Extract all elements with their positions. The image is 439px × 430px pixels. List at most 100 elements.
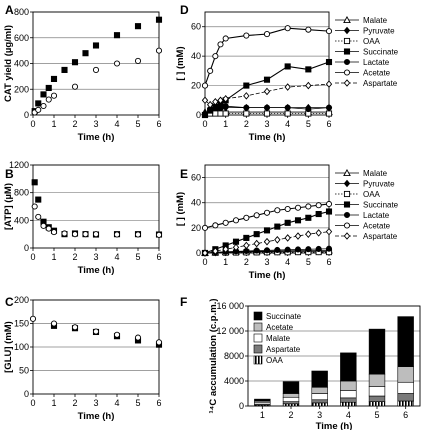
bar-segment-succinate — [282, 381, 300, 394]
x-tick-label: 2 — [288, 410, 293, 420]
x-tick-label: 5 — [306, 257, 311, 267]
data-point-acetate — [294, 204, 302, 211]
bar-segment-malate — [311, 393, 328, 401]
x-tick-label: 0 — [202, 257, 207, 267]
data-point-succinate — [232, 238, 240, 245]
data-point-succinate — [243, 234, 250, 241]
bar-segment-malate — [397, 381, 414, 394]
x-tick-label: 3 — [93, 119, 98, 129]
y-axis-title: CAT yield (µg/ml) — [3, 25, 14, 102]
y-tick-label: 20 — [191, 223, 201, 233]
x-tick-label: 1 — [51, 398, 56, 408]
data-point-lactate — [274, 246, 281, 254]
x-tick-label: 6 — [156, 252, 161, 262]
series-line-acetate — [204, 27, 330, 86]
y-tick-label: 0 — [24, 389, 29, 399]
data-point-series-2 — [45, 96, 52, 103]
y-tick-label: 100 — [14, 342, 29, 352]
panel-f-letter: F — [180, 295, 187, 309]
data-point-series-2 — [35, 213, 42, 220]
data-point-acetate — [232, 217, 240, 224]
y-tick-label: 40 — [191, 198, 201, 208]
legend-swatch — [253, 344, 263, 354]
data-point-series-1 — [155, 16, 163, 23]
bar-segment-oaa — [311, 402, 328, 407]
x-tick-label: 6 — [156, 119, 161, 129]
y-tick-label: 16 000 — [216, 301, 244, 311]
y-tick-label: 0 — [24, 243, 29, 253]
data-point-aspartate — [305, 81, 312, 90]
x-tick-label: 2 — [72, 252, 77, 262]
data-point-series-1 — [92, 42, 100, 49]
data-point-lactate — [325, 245, 333, 252]
bar-segment-aspartate — [311, 399, 328, 404]
data-point-lactate — [243, 104, 250, 111]
y-axis-title: [GLU] (mM) — [3, 321, 14, 373]
data-point-lactate — [253, 247, 260, 254]
x-tick-label: 0 — [202, 119, 207, 129]
data-point-series-2 — [61, 230, 68, 237]
data-point-acetate — [212, 222, 219, 229]
legend-label: Succinate — [266, 312, 302, 321]
data-point-series-2 — [45, 225, 52, 232]
legend-label: Aspartate — [266, 345, 301, 354]
data-point-lactate — [305, 246, 312, 253]
x-tick-label: 2 — [72, 119, 77, 129]
data-point-series-2 — [113, 231, 121, 238]
legend-label: Pyruvate — [363, 27, 395, 36]
data-point-acetate — [305, 26, 312, 33]
x-tick-label: 1 — [51, 252, 56, 262]
y-tick-label: 600 — [14, 33, 29, 43]
x-axis-title: Time (h) — [78, 132, 115, 143]
data-point-aspartate — [315, 229, 322, 237]
data-point-series-2 — [113, 60, 121, 67]
data-point-series-1 — [40, 91, 47, 98]
data-point-aspartate — [253, 239, 260, 248]
x-tick-label: 0 — [30, 398, 35, 408]
x-tick-label: 6 — [326, 257, 331, 267]
legend-label: Malate — [363, 16, 388, 25]
data-point-series-1 — [35, 100, 42, 107]
legend-marker — [343, 232, 351, 240]
y-tick-label: 40 — [191, 51, 201, 61]
data-point-lactate — [284, 104, 291, 111]
x-tick-label: 2 — [244, 257, 249, 267]
legend-marker — [343, 190, 351, 198]
data-point-lactate — [201, 111, 209, 119]
legend-swatch — [253, 311, 263, 321]
data-point-series-1 — [71, 59, 79, 66]
data-point-series-2 — [155, 231, 163, 238]
y-axis-title: [ ] (mM) — [175, 46, 186, 80]
panel-c-letter: C — [5, 295, 14, 309]
data-point-acetate — [207, 67, 214, 74]
bar-segment-acetate — [397, 366, 414, 383]
data-point-lactate — [325, 104, 333, 111]
data-point-aspartate — [294, 232, 302, 240]
data-point-aspartate — [212, 247, 219, 255]
y-tick-label: 0 — [239, 401, 244, 411]
x-tick-label: 4 — [114, 398, 119, 408]
data-point-series-2 — [155, 339, 163, 346]
data-point-series-2 — [71, 231, 79, 238]
data-point-succinate — [263, 227, 271, 234]
x-tick-label: 5 — [374, 410, 379, 420]
data-point-aspartate — [305, 230, 312, 238]
x-tick-label: 6 — [403, 410, 408, 420]
data-point-aspartate — [243, 241, 250, 250]
x-axis-title: Time (h) — [78, 411, 115, 422]
data-point-lactate — [284, 246, 291, 253]
bar-segment-oaa — [368, 401, 386, 407]
legend-label: Aspartate — [363, 232, 398, 241]
y-tick-label: 8000 — [224, 351, 244, 361]
data-point-series-1 — [50, 75, 58, 82]
legend-label: OAA — [266, 356, 284, 365]
x-axis-title: Time (h) — [316, 421, 353, 430]
data-point-series-1 — [134, 23, 142, 30]
data-point-series-2 — [40, 222, 47, 229]
data-point-series-2 — [113, 331, 121, 338]
x-tick-label: 3 — [317, 410, 322, 420]
legend-label: Lactate — [363, 58, 390, 67]
data-point-acetate — [243, 32, 250, 39]
x-tick-label: 3 — [264, 119, 269, 129]
y-axis-title: [ ] (mM) — [175, 192, 186, 226]
